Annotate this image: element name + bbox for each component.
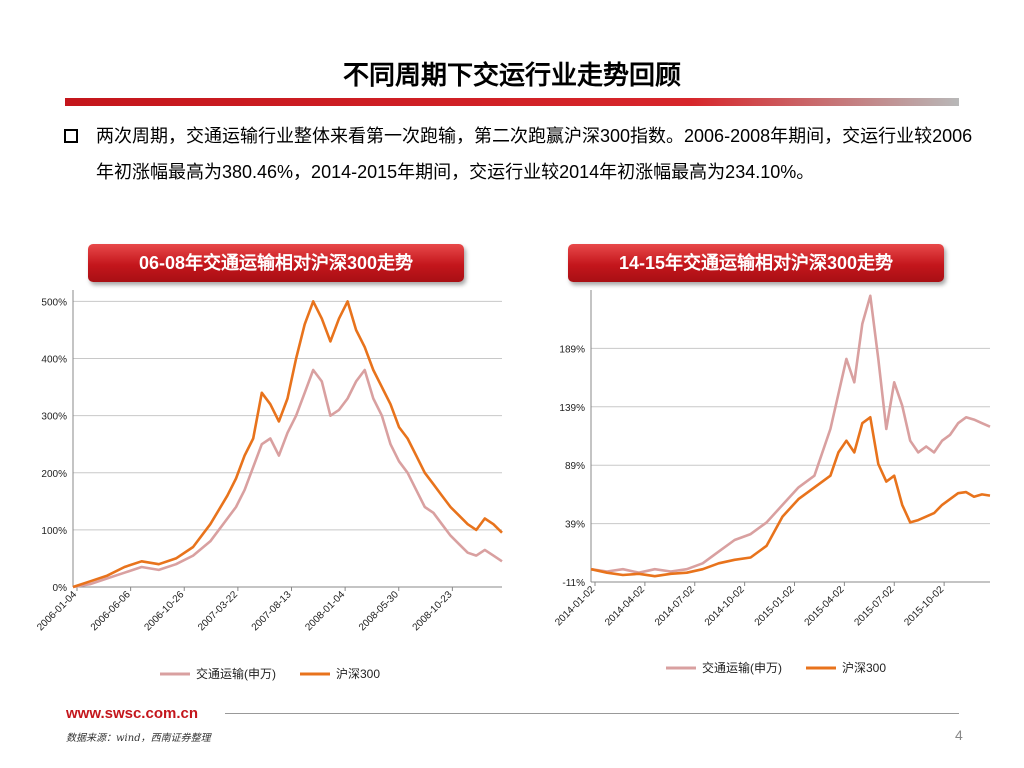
chart2-x-tick-label: 2015-07-02 (852, 584, 896, 628)
chart2-x-tick-label: 2014-01-02 (553, 584, 597, 628)
chart2-y-tick-label: -11% (562, 578, 585, 589)
chart1-y-tick-label: 400% (41, 355, 67, 366)
chart2-y-tick-label: 189% (559, 344, 585, 355)
chart1-x-tick-label: 2006-01-04 (35, 589, 79, 633)
chart2-legend-label: 沪深300 (842, 661, 886, 675)
footer-source: 数据来源：wind，西南证券整理 (66, 733, 211, 744)
chart1-y-tick-label: 0% (53, 583, 68, 594)
page-number: 4 (955, 727, 963, 743)
chart2-y-tick-label: 39% (565, 520, 585, 531)
chart1-x-tick-label: 2007-08-13 (250, 589, 294, 633)
chart1-x-tick-label: 2008-10-23 (411, 589, 455, 633)
chart2-x-tick-label: 2015-04-02 (803, 584, 847, 628)
chart1-title: 06-08年交通运输相对沪深300走势 (88, 244, 464, 282)
chart1-legend-label: 交通运输(申万) (196, 666, 276, 681)
chart1-x-tick-label: 2007-03-22 (196, 589, 240, 633)
chart1-y-tick-label: 300% (41, 412, 67, 423)
chart1-series-hs300-line (72, 300, 503, 589)
chart2-y-tick-label: 89% (565, 461, 585, 472)
chart2-x-tick-label: 2014-04-02 (603, 584, 647, 628)
chart1-y-tick-label: 200% (41, 469, 67, 480)
chart2-y-tick-label: 139% (559, 403, 585, 414)
chart2-legend-label: 交通运输(申万) (702, 660, 782, 675)
page-title: 不同周期下交运行业走势回顾 (342, 60, 681, 90)
chart1-x-tick-label: 2006-06-06 (89, 589, 133, 633)
chart2-x-tick-label: 2014-07-02 (653, 584, 697, 628)
chart2-x-tick-label: 2015-01-02 (753, 584, 797, 628)
chart2-series-hs300-line (590, 415, 991, 578)
footer-divider (225, 713, 959, 714)
chart1-x-tick-label: 2008-05-30 (357, 589, 401, 633)
chart1-x-tick-label: 2006-10-26 (142, 589, 186, 633)
chart1-y-tick-label: 100% (41, 526, 67, 537)
description-text: 两次周期，交通运输行业整体来看第一次跑输，第二次跑赢沪深300指数。2006-2… (96, 126, 973, 182)
chart2-title: 14-15年交通运输相对沪深300走势 (568, 244, 944, 282)
footer-website: www.swsc.com.cn (66, 705, 198, 722)
chart1-x-tick-label: 2008-01-04 (303, 589, 347, 633)
chart2-x-tick-label: 2015-10-02 (902, 584, 946, 628)
chart1-series-transport-line (72, 368, 503, 589)
chart1-y-tick-label: 500% (41, 297, 67, 308)
title-underline-bar (65, 98, 959, 106)
chart1-legend-label: 沪深300 (336, 667, 380, 681)
bullet-square-icon (64, 129, 78, 143)
chart2-x-tick-label: 2014-10-02 (703, 584, 747, 628)
chart2-series-transport-line (590, 294, 991, 575)
